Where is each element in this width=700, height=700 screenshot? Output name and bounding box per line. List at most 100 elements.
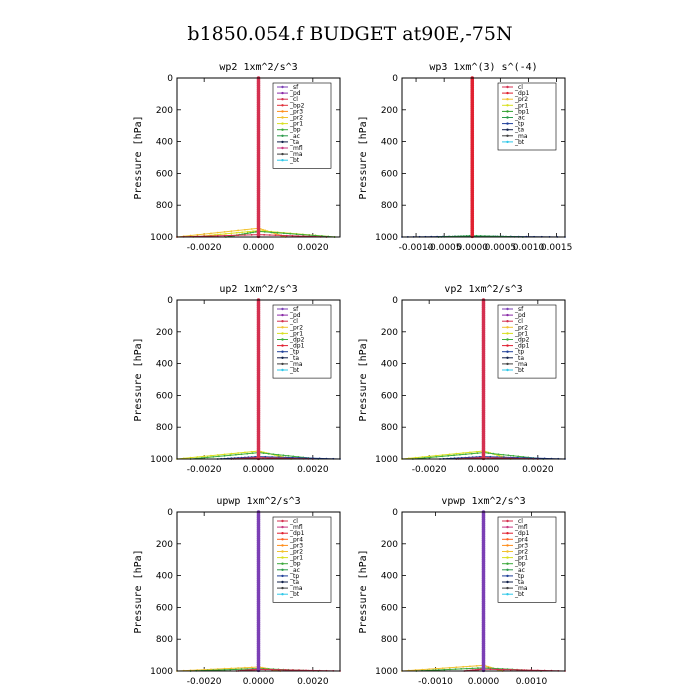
series-point-bp — [270, 231, 273, 234]
series-point-pr1 — [498, 454, 501, 457]
series-point-cl — [491, 457, 494, 459]
legend-marker — [506, 344, 509, 347]
legend-label: _bt — [514, 367, 525, 374]
series-point-cl — [266, 457, 269, 459]
legend-marker — [506, 104, 509, 107]
legend-label: _mfl — [514, 524, 528, 531]
legend-label: _ta — [289, 139, 299, 146]
series-point-pr1 — [469, 451, 471, 454]
legend-marker — [281, 356, 284, 359]
legend-label: _dp1 — [514, 530, 530, 537]
legend-label: _ac — [514, 115, 525, 122]
legend-label: _pr2 — [289, 324, 303, 331]
y-tick-label: 600 — [381, 603, 398, 613]
y-tick-label: 1000 — [375, 233, 398, 243]
series-point-dp2 — [287, 454, 290, 457]
series-point-cl — [516, 668, 519, 671]
series-point-pr1 — [203, 455, 206, 458]
legend-label: _ta — [514, 579, 524, 586]
y-tick-label: 1000 — [375, 455, 398, 465]
series-point-cl — [489, 668, 492, 671]
series-point-bp — [249, 231, 252, 234]
legend-label: _bt — [514, 591, 525, 598]
series-point-bp — [244, 232, 246, 235]
legend-marker — [506, 85, 509, 89]
y-tick-label: 200 — [156, 328, 173, 338]
series-point-dp2 — [517, 455, 520, 458]
legend-marker — [281, 91, 284, 95]
y-tick-label: 400 — [381, 138, 398, 148]
legend-marker — [281, 313, 284, 317]
legend-marker — [506, 580, 509, 584]
series-point-bp — [454, 668, 457, 671]
x-tick-label: 0.0015 — [541, 243, 573, 253]
series-point-pr2 — [455, 666, 458, 669]
series-point-pr2 — [475, 664, 478, 667]
series-point-cl — [277, 668, 280, 671]
series-point-ac — [468, 234, 471, 237]
legend-marker — [506, 550, 509, 553]
x-tick-label: 0.0020 — [522, 465, 554, 475]
y-tick-label: 1000 — [375, 667, 398, 677]
series-point-pr2 — [275, 233, 278, 235]
series-point-dp2 — [464, 453, 467, 456]
legend-label: _tp — [514, 121, 524, 128]
y-tick-label: 0 — [167, 508, 173, 518]
series-point-pr2 — [250, 666, 253, 669]
plot-frame — [401, 299, 566, 460]
legend-label: _cl — [514, 318, 523, 325]
series-point-cl — [481, 456, 486, 461]
series-point-cl — [480, 456, 483, 459]
panel-title: up2 1xm^2/s^3 — [219, 284, 297, 295]
y-tick-label: 0 — [392, 296, 398, 306]
legend-label: _ac — [289, 133, 300, 140]
legend-marker — [506, 350, 509, 353]
series-point-dp2 — [429, 456, 432, 459]
series-point-pr1 — [235, 231, 238, 234]
series-point-dp2 — [267, 452, 270, 455]
series-point-dp2 — [240, 453, 243, 456]
legend-marker — [281, 110, 284, 113]
series-point-cl — [284, 669, 287, 671]
legend-marker — [506, 538, 509, 541]
series-point-pr1 — [223, 453, 226, 456]
series-point-pr2 — [259, 228, 262, 230]
legend-label: _pr3 — [514, 542, 528, 549]
series-point-cl — [479, 668, 482, 671]
series-point-bp — [234, 668, 237, 671]
x-tick-label: 0.0000 — [468, 465, 500, 475]
series-point-pr1 — [237, 452, 240, 454]
legend-marker — [506, 332, 509, 335]
series-point-pr2 — [262, 228, 264, 231]
panel-4: vp2 1xm^2/s^3 Pressure [hPa] 0 200 400 600 800… — [358, 284, 566, 475]
y-tick-label: 600 — [156, 603, 173, 613]
legend-label: _bp2 — [289, 102, 305, 109]
legend-marker — [281, 574, 284, 578]
series-point-pr1 — [421, 456, 424, 458]
series-point-dp2 — [262, 452, 265, 455]
series-point-dp2 — [217, 455, 220, 458]
series-point-pr2 — [428, 668, 431, 671]
series-point-dp2 — [201, 457, 203, 459]
series-point-pr1 — [225, 232, 227, 235]
y-axis-label: Pressure [hPa] — [358, 549, 369, 633]
series-point-ac — [484, 235, 486, 237]
legend-label: _cl — [289, 518, 298, 525]
panel-1: wp2 1xm^2/s^3 Pressure [hPa] 0 200 400 600 800… — [133, 62, 341, 253]
series-point-cl — [297, 235, 300, 237]
legend-marker — [281, 320, 284, 323]
panel-title: vp2 1xm^2/s^3 — [444, 284, 522, 295]
series-point-pr2 — [435, 667, 437, 670]
series-point-pr2 — [462, 665, 465, 668]
legend-marker — [281, 368, 284, 372]
series-point-cl — [255, 456, 258, 459]
series-point-dp2 — [292, 455, 295, 458]
series-point-cl — [253, 457, 255, 459]
x-tick-label: 0.0000 — [457, 243, 489, 253]
series-point-dp2 — [234, 453, 237, 456]
legend-label: _pr2 — [514, 324, 528, 331]
series-point-dp2 — [487, 452, 490, 455]
y-axis-label: Pressure [hPa] — [133, 115, 144, 199]
legend-marker — [281, 593, 284, 596]
series-point-cl — [285, 234, 288, 237]
